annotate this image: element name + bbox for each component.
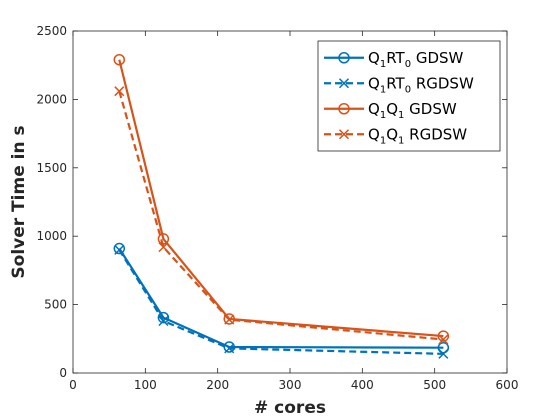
x-tick-label: 100 — [134, 378, 157, 392]
marker-stroke — [224, 314, 235, 325]
legend-label-part: Q — [368, 100, 380, 118]
legend-label-subscript: 0 — [405, 59, 411, 70]
legend-label-part: Q — [368, 74, 380, 92]
legend-label-part: RGDSW — [404, 125, 467, 143]
marker-stroke — [114, 244, 125, 255]
legend-marker — [338, 78, 350, 89]
data-point — [438, 348, 449, 359]
x-tick-label: 0 — [69, 378, 77, 392]
legend-item-s3: Q1Q1 GDSW — [324, 100, 457, 121]
data-point — [437, 341, 450, 354]
y-axis-title: Solver Time in s — [9, 125, 29, 278]
x-tick-label: 300 — [279, 378, 302, 392]
data-point — [224, 314, 235, 325]
legend-label-part: Q — [368, 49, 380, 67]
legend-label-subscript: 1 — [380, 135, 386, 146]
series-s4 — [114, 86, 449, 345]
x-tick-label: 600 — [496, 378, 519, 392]
legend-label-part: RGDSW — [411, 74, 474, 92]
legend-label-subscript: 1 — [380, 84, 386, 95]
legend-label: Q1Q1 GDSW — [368, 100, 457, 121]
data-point — [157, 311, 170, 324]
data-point — [113, 242, 126, 255]
data-point — [113, 53, 126, 66]
legend-label-part: Q — [368, 125, 380, 143]
series-line — [118, 90, 444, 341]
legend-marker — [338, 103, 350, 115]
legend-label-subscript: 1 — [380, 110, 386, 121]
legend-marker — [338, 52, 350, 64]
legend-item-s2: Q1RT0 RGDSW — [324, 74, 474, 95]
data-point — [223, 313, 235, 325]
legend-label-part: RT — [386, 74, 405, 92]
y-tick-label: 500 — [44, 298, 67, 312]
marker-stroke — [158, 315, 169, 327]
legend-label-subscript: 0 — [405, 84, 411, 95]
x-tick-label: 500 — [423, 378, 446, 392]
series-line — [118, 247, 444, 349]
data-point — [158, 315, 169, 327]
legend-label-part: GDSW — [404, 100, 456, 118]
y-tick-label: 1500 — [36, 161, 67, 175]
data-point — [224, 343, 235, 354]
y-tick-label: 1000 — [36, 229, 67, 243]
marker-stroke — [158, 242, 169, 253]
series-s3 — [113, 53, 450, 342]
marker-stroke — [114, 86, 125, 97]
y-tick-label: 2000 — [36, 92, 67, 106]
x-tick-label: 400 — [351, 378, 374, 392]
marker-stroke — [224, 343, 235, 354]
y-tick-label: 0 — [59, 366, 67, 380]
marker-stroke — [338, 78, 350, 89]
legend-item-s4: Q1Q1 RGDSW — [324, 125, 467, 146]
legend-label-subscript: 1 — [398, 135, 404, 146]
data-point — [114, 244, 125, 255]
legend-label-part: Q — [386, 100, 398, 118]
data-point — [158, 242, 169, 253]
marker-stroke — [438, 348, 449, 359]
series-s2 — [114, 244, 449, 359]
legend-label: Q1Q1 RGDSW — [368, 125, 467, 146]
x-axis-title: # cores — [254, 398, 326, 418]
legend-label-subscript: 1 — [380, 59, 386, 70]
data-point — [437, 330, 450, 342]
legend-label-part: Q — [386, 125, 398, 143]
marker-stroke — [438, 334, 449, 345]
y-tick-label: 2500 — [36, 24, 67, 38]
legend-label: Q1RT0 GDSW — [368, 49, 464, 70]
legend-label: Q1RT0 RGDSW — [368, 74, 474, 95]
data-point — [438, 334, 449, 345]
legend-label-part: GDSW — [411, 49, 463, 67]
series-line — [118, 59, 444, 338]
legend-label-subscript: 1 — [398, 110, 404, 121]
x-tick-label: 200 — [206, 378, 229, 392]
legend-label-part: RT — [386, 49, 405, 67]
series-layer — [113, 53, 450, 359]
legend-item-s1: Q1RT0 GDSW — [324, 49, 464, 70]
legend-marker — [338, 129, 350, 140]
data-point — [114, 86, 125, 97]
marker-stroke — [338, 129, 350, 140]
